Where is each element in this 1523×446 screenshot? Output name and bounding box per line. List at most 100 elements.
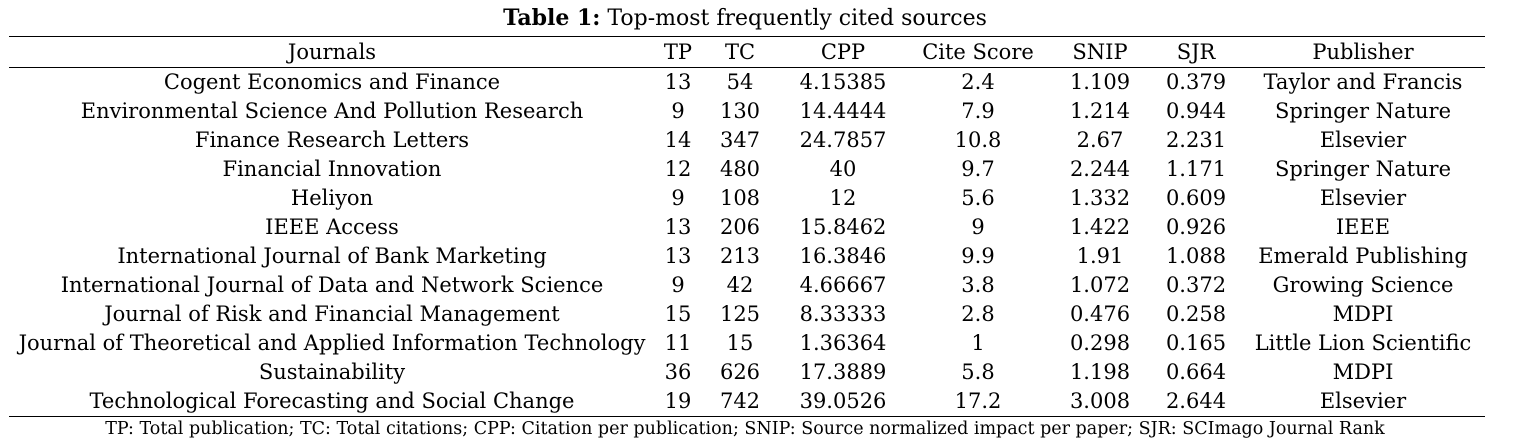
cpp-cell: 12 <box>829 186 857 210</box>
table-body: Cogent Economics and Finance 13 54 4.15385 2… <box>9 68 1485 417</box>
cpp-cell: 1.36364 <box>799 331 887 355</box>
caption-label: Table 1: <box>503 5 601 31</box>
table-row: Finance Research Letters 14 347 24.7857 10.8… <box>9 126 1485 155</box>
tc-cell: 125 <box>719 302 761 326</box>
tp-cell: 13 <box>664 70 692 94</box>
cpp-cell: 14.4444 <box>799 99 887 123</box>
cite-score-cell: 3.8 <box>961 273 995 297</box>
col-header-tp: TP <box>663 40 693 64</box>
publisher-cell: Springer Nature <box>1274 157 1452 181</box>
table-row: Environmental Science And Pollution Rese… <box>9 97 1485 126</box>
tc-cell: 15 <box>726 331 754 355</box>
publisher-cell: IEEE <box>1335 215 1391 239</box>
tc-cell: 42 <box>726 273 754 297</box>
sjr-cell: 1.171 <box>1165 157 1227 181</box>
cite-score-cell: 1 <box>971 331 985 355</box>
header-row: Journals TP TC CPP Cite Score SNIP SJR P… <box>9 36 1485 68</box>
sjr-cell: 0.609 <box>1165 186 1227 210</box>
tc-cell: 54 <box>726 70 754 94</box>
cpp-cell: 17.3889 <box>799 360 887 384</box>
caption-text: Top-most frequently cited sources <box>600 6 987 31</box>
cpp-cell: 4.15385 <box>799 70 887 94</box>
snip-cell: 1.91 <box>1076 244 1124 268</box>
journal-cell: Journal of Theoretical and Applied Infor… <box>18 331 646 355</box>
tp-cell: 13 <box>664 215 692 239</box>
journal-cell: Cogent Economics and Finance <box>163 70 501 94</box>
tc-cell: 626 <box>719 360 761 384</box>
cpp-cell: 24.7857 <box>799 128 887 152</box>
cpp-cell: 40 <box>829 157 857 181</box>
snip-cell: 2.67 <box>1076 128 1124 152</box>
table-row: Heliyon 9 108 12 5.6 1.332 0.609 Elsevier <box>9 184 1485 213</box>
tc-cell: 213 <box>719 244 761 268</box>
tc-cell: 130 <box>719 99 761 123</box>
journal-cell: Financial Innovation <box>222 157 442 181</box>
table-row: Technological Forecasting and Social Cha… <box>9 387 1485 417</box>
cited-sources-table: Journals TP TC CPP Cite Score SNIP SJR P… <box>9 36 1485 417</box>
sjr-cell: 0.165 <box>1165 331 1227 355</box>
table-header: Journals TP TC CPP Cite Score SNIP SJR P… <box>9 36 1485 68</box>
cite-score-cell: 7.9 <box>961 99 995 123</box>
cite-score-cell: 2.8 <box>961 302 995 326</box>
tp-cell: 13 <box>664 244 692 268</box>
table-row: Journal of Theoretical and Applied Infor… <box>9 329 1485 358</box>
sjr-cell: 0.926 <box>1165 215 1227 239</box>
col-header-journals: Journals <box>287 40 377 64</box>
tc-cell: 347 <box>719 128 761 152</box>
snip-cell: 2.244 <box>1069 157 1131 181</box>
journal-cell: Environmental Science And Pollution Rese… <box>80 99 584 123</box>
tp-cell: 36 <box>664 360 692 384</box>
tp-cell: 14 <box>664 128 692 152</box>
publisher-cell: Emerald Publishing <box>1258 244 1468 268</box>
table-row: Cogent Economics and Finance 13 54 4.15385 2… <box>9 68 1485 98</box>
cpp-cell: 39.0526 <box>799 389 887 413</box>
table-row: Financial Innovation 12 480 40 9.7 2.244 1.171… <box>9 155 1485 184</box>
journal-cell: Finance Research Letters <box>194 128 470 152</box>
tc-cell: 480 <box>719 157 761 181</box>
table-caption: Table 1: Top-most frequently cited sourc… <box>0 4 1490 33</box>
snip-cell: 1.072 <box>1069 273 1131 297</box>
tc-cell: 108 <box>719 186 761 210</box>
snip-cell: 1.214 <box>1069 99 1131 123</box>
table-row: Journal of Risk and Financial Management… <box>9 300 1485 329</box>
cite-score-cell: 9.7 <box>961 157 995 181</box>
journal-cell: Journal of Risk and Financial Management <box>104 302 560 326</box>
tp-cell: 12 <box>664 157 692 181</box>
col-header-cite-score: Cite Score <box>922 40 1034 64</box>
snip-cell: 1.109 <box>1069 70 1131 94</box>
cite-score-cell: 2.4 <box>961 70 995 94</box>
publisher-cell: Little Lion Scientific <box>1254 331 1472 355</box>
sjr-cell: 0.258 <box>1165 302 1227 326</box>
cite-score-cell: 17.2 <box>954 389 1002 413</box>
snip-cell: 1.198 <box>1069 360 1131 384</box>
snip-cell: 0.298 <box>1069 331 1131 355</box>
table-row: Sustainability 36 626 17.3889 5.8 1.198 0.664 M… <box>9 358 1485 387</box>
cite-score-cell: 5.8 <box>961 360 995 384</box>
col-header-sjr: SJR <box>1176 40 1216 64</box>
sjr-cell: 0.944 <box>1165 99 1227 123</box>
table-footnote: TP: Total publication; TC: Total citatio… <box>105 419 1385 439</box>
publisher-cell: MDPI <box>1332 302 1394 326</box>
sjr-cell: 0.379 <box>1165 70 1227 94</box>
tc-cell: 742 <box>719 389 761 413</box>
tp-cell: 9 <box>671 99 685 123</box>
sjr-cell: 0.664 <box>1165 360 1227 384</box>
cpp-cell: 15.8462 <box>799 215 887 239</box>
snip-cell: 1.422 <box>1069 215 1131 239</box>
cpp-cell: 16.3846 <box>799 244 887 268</box>
col-header-snip: SNIP <box>1072 40 1128 64</box>
tp-cell: 9 <box>671 273 685 297</box>
cpp-cell: 8.33333 <box>799 302 887 326</box>
journal-cell: Heliyon <box>290 186 374 210</box>
snip-cell: 0.476 <box>1069 302 1131 326</box>
journal-cell: Sustainability <box>258 360 406 384</box>
col-header-tc: TC <box>724 40 756 64</box>
tp-cell: 9 <box>671 186 685 210</box>
tp-cell: 11 <box>664 331 692 355</box>
tp-cell: 15 <box>664 302 692 326</box>
cite-score-cell: 10.8 <box>954 128 1002 152</box>
sjr-cell: 2.644 <box>1165 389 1227 413</box>
table-row: IEEE Access 13 206 15.8462 9 1.422 0.926 IEEE <box>9 213 1485 242</box>
journal-cell: International Journal of Data and Networ… <box>60 273 604 297</box>
